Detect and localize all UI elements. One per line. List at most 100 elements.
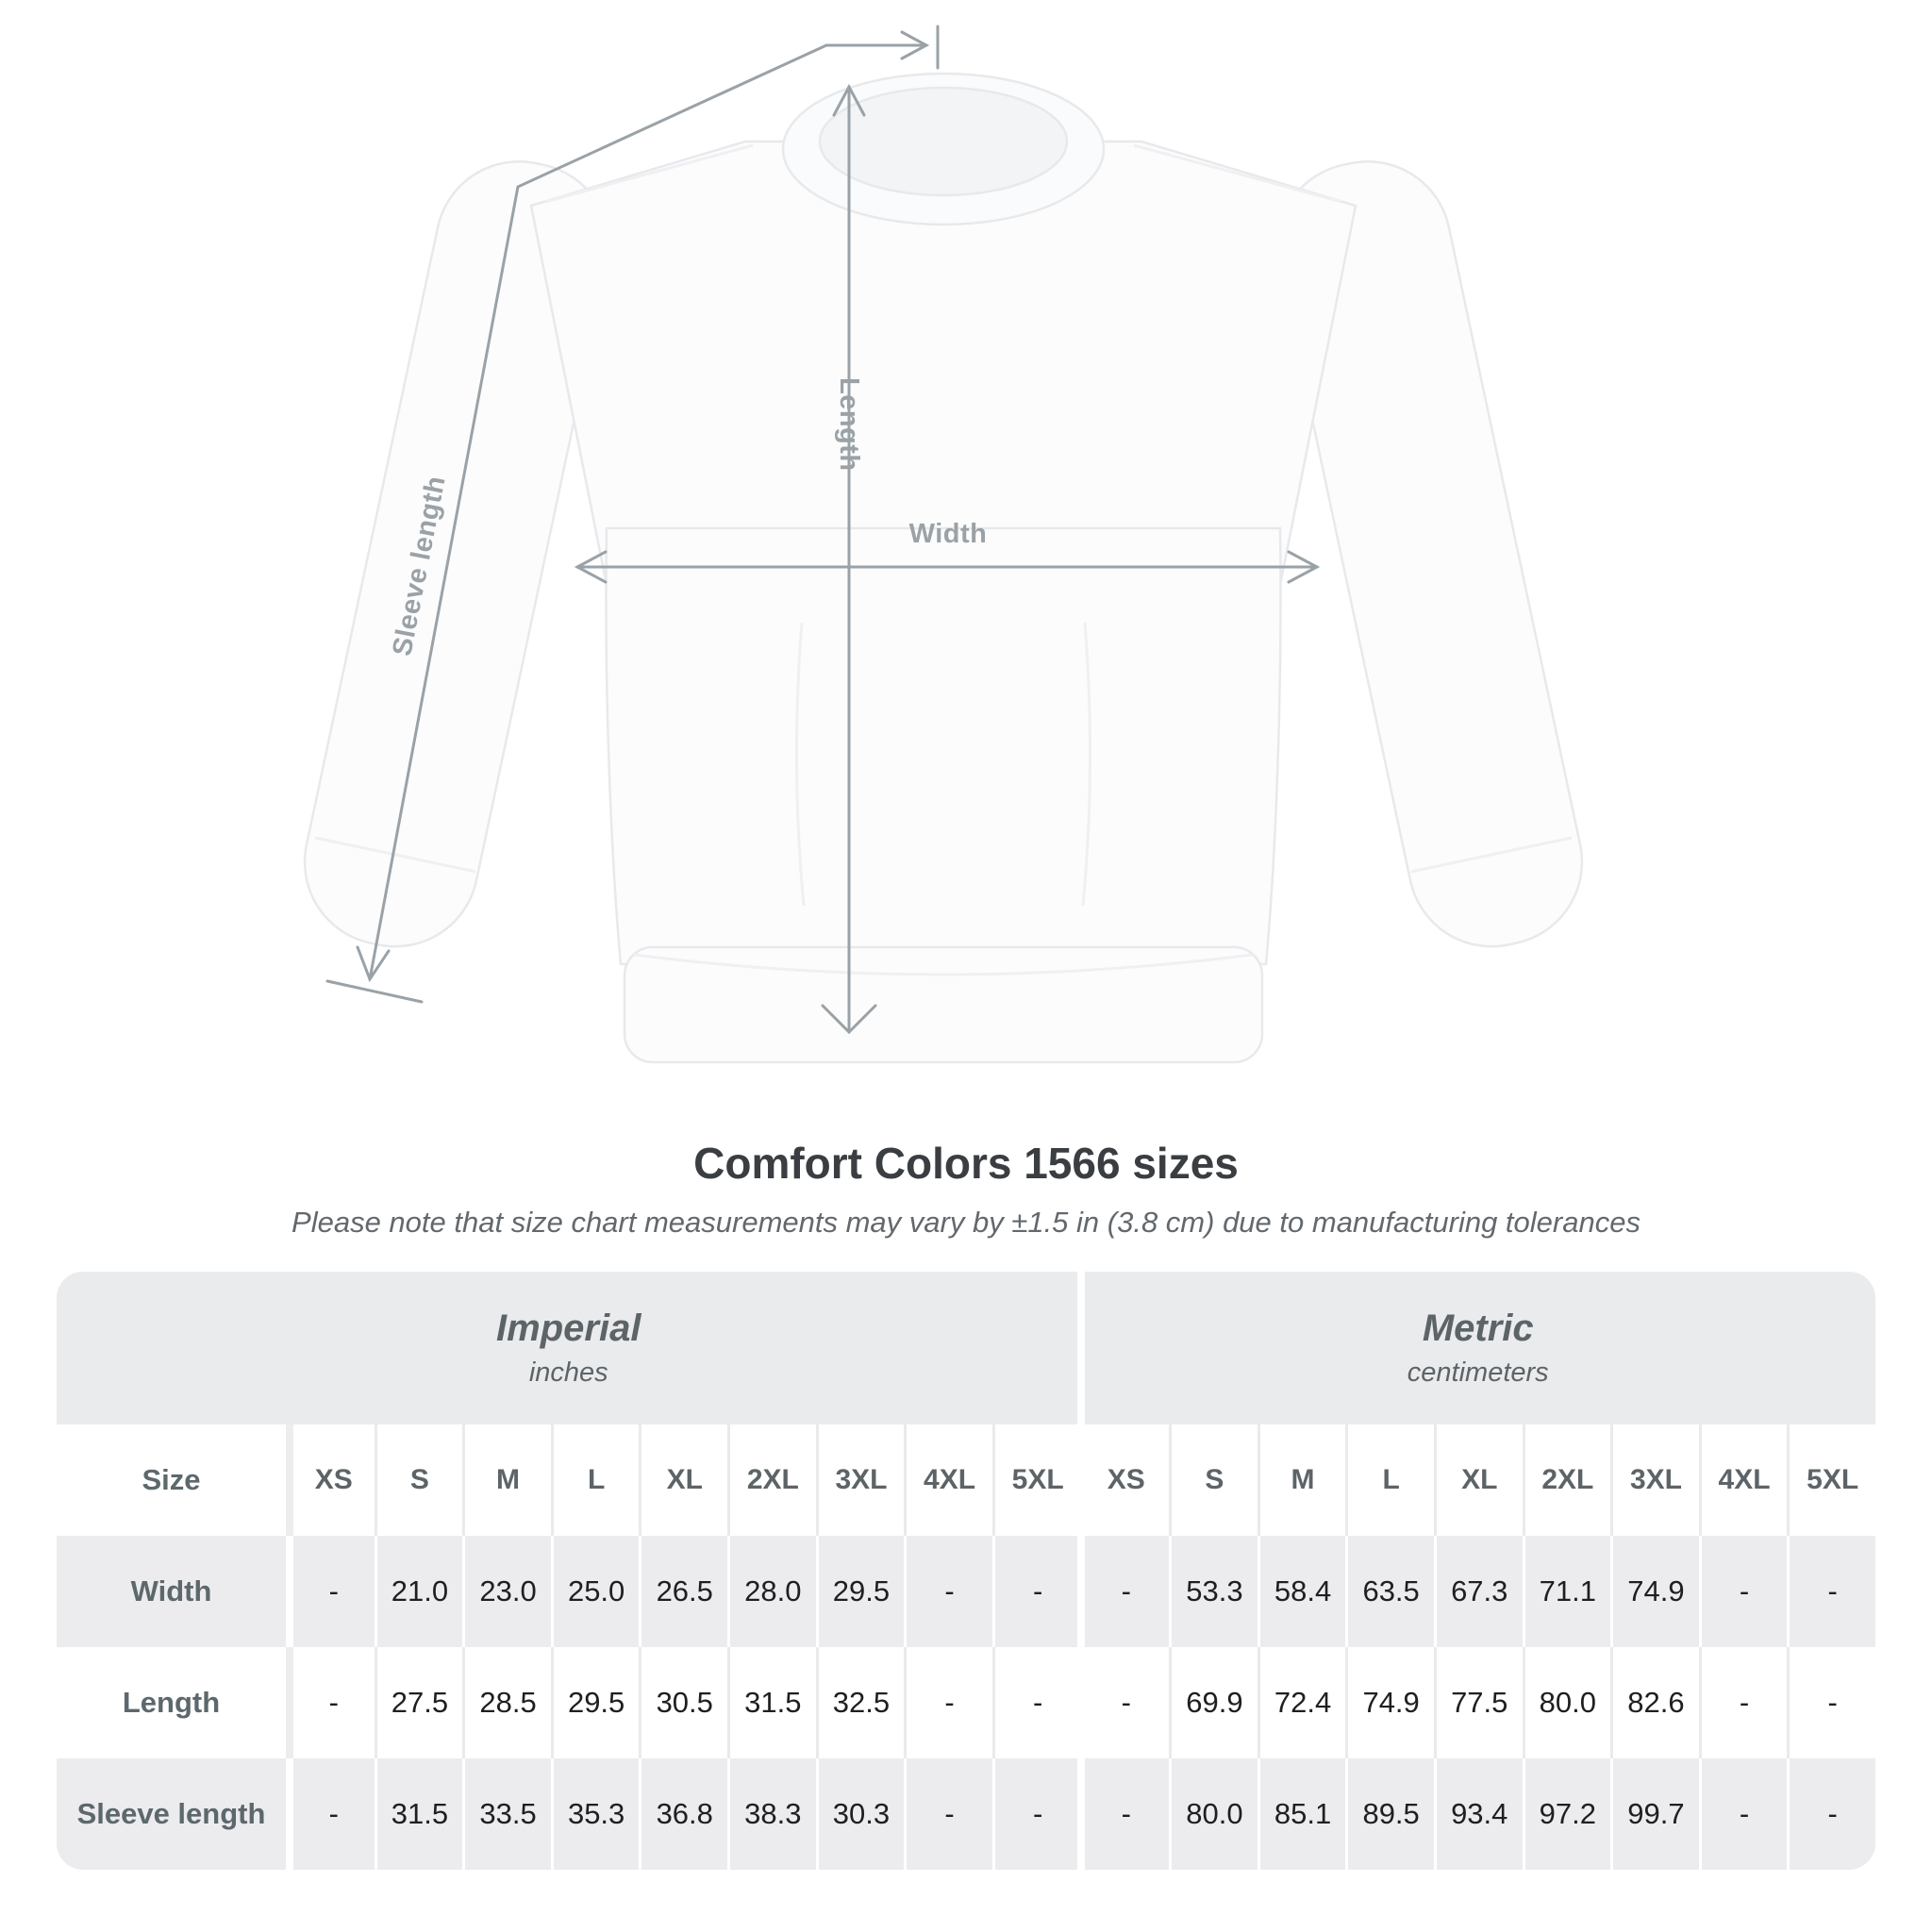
- table-cell-metric: 72.4: [1257, 1647, 1346, 1758]
- table-cell-metric: 80.0: [1169, 1758, 1257, 1870]
- table-row-length: Length -27.5 28.5 29.5 30.5 31.5 32.5- - -69.9 7…: [57, 1647, 1875, 1758]
- table-cell-imperial: 33.5: [462, 1758, 551, 1870]
- table-cell-metric: -: [1080, 1647, 1170, 1758]
- imperial-sublabel: inches: [528, 1357, 608, 1388]
- table-cell-metric: 71.1: [1522, 1536, 1611, 1647]
- table-row-sleeve-length: Sleeve length -31.5 33.5 35.3 36.8 38.3 30.3-…: [57, 1758, 1875, 1870]
- table-cell-metric: 74.9: [1610, 1536, 1699, 1647]
- table-cell-metric: 85.1: [1257, 1758, 1346, 1870]
- table-cell-metric: -: [1787, 1758, 1875, 1870]
- table-cell-imperial: 32.5: [815, 1647, 905, 1758]
- table-cell-metric: 97.2: [1522, 1758, 1611, 1870]
- table-cell-metric: 93.4: [1433, 1758, 1523, 1870]
- tolerance-note: Please note that size chart measurements…: [291, 1206, 1641, 1239]
- table-cell-metric: -: [1698, 1758, 1788, 1870]
- sleeve-length-measure-line: [325, 25, 940, 1004]
- size-table: Imperial inches Metric centimeters Size …: [57, 1272, 1875, 1870]
- size-header-metric-L: L: [1345, 1424, 1434, 1536]
- table-cell-metric: 89.5: [1345, 1758, 1434, 1870]
- table-cell-metric: 53.3: [1169, 1536, 1257, 1647]
- table-cell-imperial: 28.0: [727, 1536, 816, 1647]
- size-header-imperial-L: L: [550, 1424, 640, 1536]
- table-cell-imperial: 23.0: [462, 1536, 551, 1647]
- page-title: Comfort Colors 1566 sizes: [693, 1139, 1239, 1188]
- table-cell-metric: 99.7: [1610, 1758, 1699, 1870]
- size-header-imperial-5XL: 5XL: [991, 1424, 1081, 1536]
- width-measure-line: [574, 550, 1321, 584]
- imperial-label: Imperial: [496, 1307, 641, 1349]
- size-header-imperial-XS: XS: [286, 1424, 375, 1536]
- table-cell-imperial: 29.5: [550, 1647, 640, 1758]
- table-cell-metric: 63.5: [1345, 1536, 1434, 1647]
- table-cell-imperial: 29.5: [815, 1536, 905, 1647]
- size-header-metric-4XL: 4XL: [1698, 1424, 1788, 1536]
- size-header-cell: Size: [142, 1463, 201, 1496]
- sweatshirt-seams: [314, 143, 1573, 976]
- length-measure-line: [821, 83, 877, 1035]
- table-cell-imperial: 28.5: [462, 1647, 551, 1758]
- sweatshirt-left-sleeve: [303, 159, 611, 948]
- size-header-imperial-3XL: 3XL: [815, 1424, 905, 1536]
- table-cell-imperial: -: [286, 1647, 375, 1758]
- metric-label: Metric: [1422, 1307, 1534, 1349]
- table-cell-imperial: -: [904, 1647, 992, 1758]
- table-cell-imperial: 21.0: [374, 1536, 463, 1647]
- sweatshirt-figure: Length Width Sleeve length: [303, 25, 1584, 1064]
- table-cell-imperial: -: [991, 1536, 1081, 1647]
- row-label-sleeve-length: Sleeve length: [76, 1797, 266, 1830]
- table-cell-metric: -: [1080, 1758, 1170, 1870]
- table-cell-imperial: 38.3: [727, 1758, 816, 1870]
- sweatshirt-illustration: [303, 25, 1584, 1064]
- size-header-metric-M: M: [1257, 1424, 1346, 1536]
- imperial-metric-divider: [1077, 1272, 1085, 1870]
- table-cell-imperial: -: [286, 1758, 375, 1870]
- size-header-imperial-2XL: 2XL: [727, 1424, 816, 1536]
- table-cell-metric: -: [1698, 1536, 1788, 1647]
- table-cell-metric: 77.5: [1433, 1647, 1523, 1758]
- imperial-unit-header: Imperial inches: [57, 1272, 1081, 1424]
- table-cell-metric: 74.9: [1345, 1647, 1434, 1758]
- size-header-metric-S: S: [1169, 1424, 1257, 1536]
- width-measure-label: Width: [908, 519, 988, 549]
- metric-sublabel: centimeters: [1407, 1357, 1549, 1388]
- sweatshirt-waistband: [623, 945, 1264, 1064]
- table-cell-imperial: 30.3: [815, 1758, 905, 1870]
- table-cell-metric: 58.4: [1257, 1536, 1346, 1647]
- sweatshirt-right-sleeve: [1275, 159, 1584, 948]
- length-measure-label: Length: [834, 377, 864, 472]
- table-cell-imperial: 31.5: [727, 1647, 816, 1758]
- size-header-imperial-M: M: [462, 1424, 551, 1536]
- table-cell-metric: -: [1080, 1536, 1170, 1647]
- table-cell-metric: 80.0: [1522, 1647, 1611, 1758]
- row-label-width: Width: [130, 1574, 212, 1607]
- table-cell-imperial: 30.5: [639, 1647, 727, 1758]
- sweatshirt-collar-opening: [818, 86, 1069, 197]
- table-cell-imperial: 36.8: [639, 1758, 727, 1870]
- table-cell-imperial: 31.5: [374, 1758, 463, 1870]
- table-cell-imperial: 35.3: [550, 1758, 640, 1870]
- table-cell-imperial: 25.0: [550, 1536, 640, 1647]
- table-cell-imperial: -: [904, 1536, 992, 1647]
- row-label-length: Length: [122, 1686, 221, 1719]
- unit-header-band: Imperial inches Metric centimeters: [57, 1272, 1875, 1424]
- size-header-metric-XS: XS: [1080, 1424, 1170, 1536]
- size-header-metric-2XL: 2XL: [1522, 1424, 1611, 1536]
- table-cell-metric: 82.6: [1610, 1647, 1699, 1758]
- size-header-imperial-XL: XL: [639, 1424, 727, 1536]
- table-row-width: Width -21.0 23.0 25.0 26.5 28.0 29.5- - -53.3 58…: [57, 1536, 1875, 1647]
- metric-unit-header: Metric centimeters: [1081, 1272, 1876, 1424]
- table-cell-metric: -: [1787, 1536, 1875, 1647]
- table-cell-metric: 67.3: [1433, 1536, 1523, 1647]
- table-cell-metric: -: [1698, 1647, 1788, 1758]
- size-header-metric-XL: XL: [1433, 1424, 1523, 1536]
- table-cell-imperial: 26.5: [639, 1536, 727, 1647]
- table-cell-imperial: -: [904, 1758, 992, 1870]
- size-header-metric-3XL: 3XL: [1610, 1424, 1699, 1536]
- sweatshirt-body: [605, 526, 1282, 966]
- size-header-metric-5XL: 5XL: [1787, 1424, 1875, 1536]
- table-cell-metric: 69.9: [1169, 1647, 1257, 1758]
- size-header-imperial-S: S: [374, 1424, 463, 1536]
- table-cell-imperial: 27.5: [374, 1647, 463, 1758]
- size-header-imperial-4XL: 4XL: [904, 1424, 992, 1536]
